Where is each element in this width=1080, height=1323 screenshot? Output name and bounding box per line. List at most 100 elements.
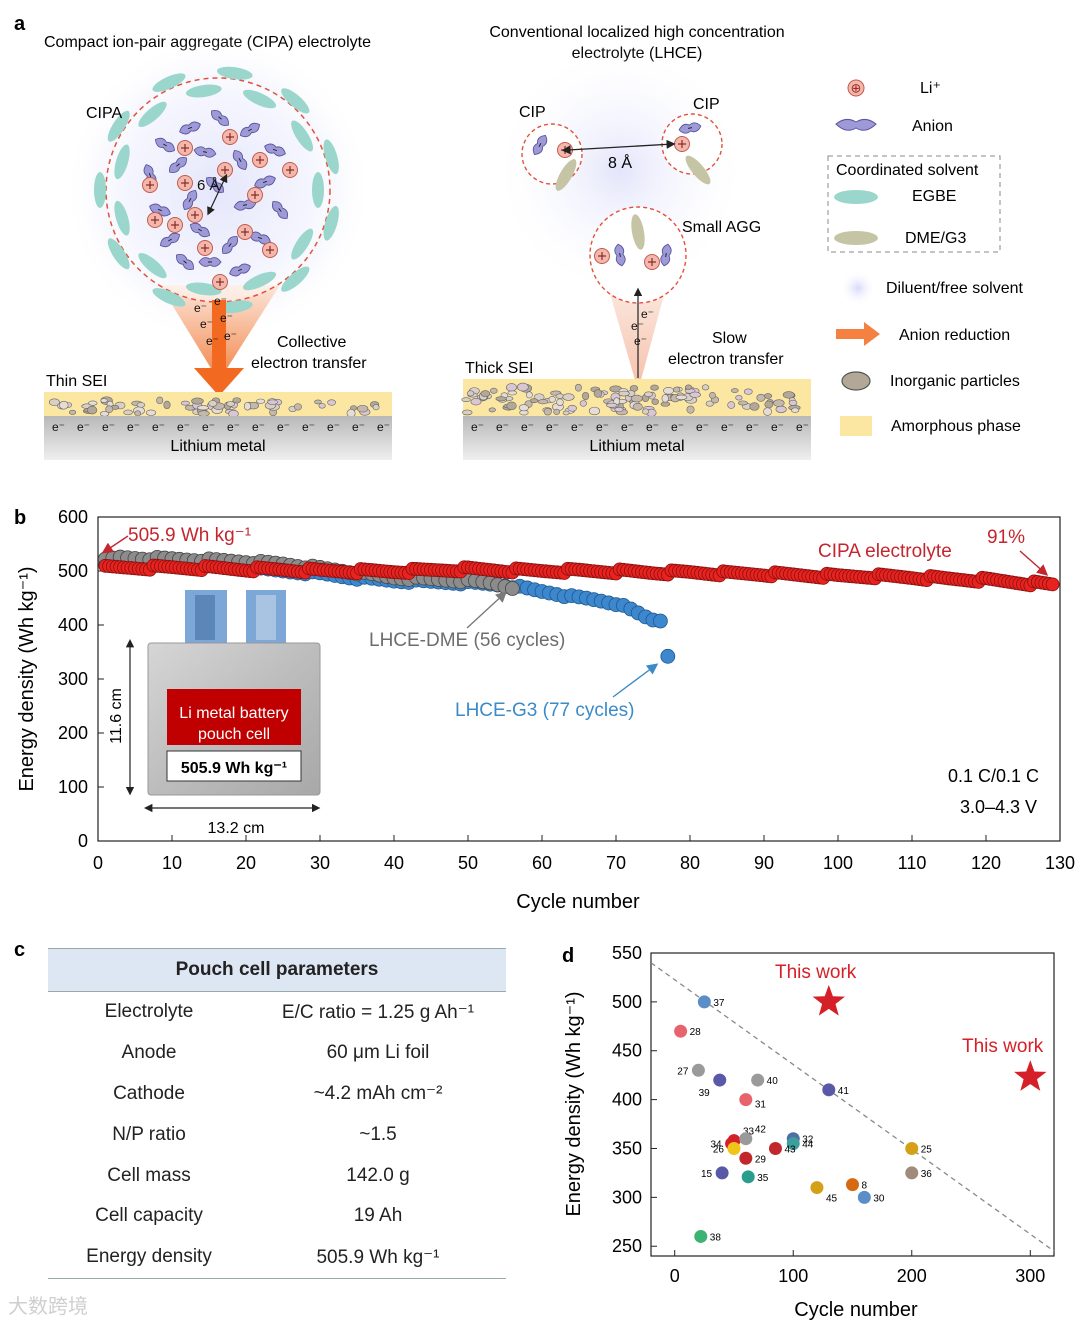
thick-sei-label: Thick SEI [465, 360, 533, 377]
electron-symbol: e⁻ [220, 311, 233, 325]
agg-li-icon [594, 248, 610, 264]
this-work-label-2: This work [962, 1036, 1044, 1057]
electron-symbol: e⁻ [200, 317, 213, 331]
anion-icon [264, 143, 286, 157]
inorganic-particle [562, 393, 575, 401]
distance-6-arrow [207, 173, 228, 216]
electron-symbol: e⁻ [302, 420, 315, 434]
inorganic-particle [543, 407, 552, 416]
anion-icon [169, 156, 187, 174]
agg-anion-icon [614, 243, 626, 267]
li-plus-icon: ⊕ [851, 81, 862, 96]
inorganic-particle [630, 394, 643, 403]
inorganic-particle [495, 396, 507, 402]
anion-legend-icon [835, 118, 877, 131]
electron-symbol: e⁻ [52, 420, 65, 434]
annot-cipa: CIPA electrolyte [818, 541, 952, 562]
x-tick-label: 0 [670, 1266, 680, 1286]
electron-symbol: e⁻ [352, 420, 365, 434]
inorganic-particle [685, 384, 692, 390]
slow-line1: Slow [712, 330, 747, 347]
chart-b-series [98, 549, 1060, 664]
egbe-solvent-icon [281, 266, 310, 292]
point-label: 45 [826, 1194, 838, 1205]
lhce-glow [490, 40, 750, 300]
egbe-solvent-icon [138, 252, 167, 279]
agg-anion-icon [660, 243, 672, 267]
legend-inorganic: Inorganic particles [890, 373, 1020, 390]
anion-reduction-legend-icon [836, 322, 880, 346]
li-ion-icon [167, 217, 183, 233]
cipa-label: CIPA [86, 105, 122, 122]
x-tick-label: 100 [778, 1266, 808, 1286]
y-tick-label: 500 [58, 561, 88, 581]
metal-electrons-right: e⁻ e⁻ e⁻ e⁻ e⁻ e⁻ e⁻ e⁻ e⁻ e⁻ e⁻ e⁻ e⁻ e⁻ [471, 420, 809, 434]
inset-height: 11.6 cm [108, 688, 125, 744]
point-label: 38 [710, 1232, 722, 1243]
inorganic-particle [196, 405, 209, 411]
inorganic-particle [59, 400, 69, 410]
chart-d-xlabel: Cycle number [794, 1299, 918, 1321]
sei-particles [48, 396, 380, 418]
legend-amorphous: Amorphous phase [891, 418, 1021, 435]
param-value: E/C ratio = 1.25 g Ah⁻¹ [281, 1001, 475, 1023]
egbe-solvent-icon [242, 271, 277, 291]
inorganic-particle [663, 387, 674, 395]
amorphous-legend-icon [840, 416, 872, 436]
lhce-reduction-cone [606, 280, 668, 380]
inorganic-particle [226, 401, 236, 407]
egbe-solvent-icon [107, 238, 130, 270]
literature-point [674, 1024, 688, 1038]
anion-icon [179, 121, 201, 135]
x-tick-label: 60 [532, 853, 552, 873]
inorganic-particle [372, 404, 380, 411]
param-value: 19 Ah [353, 1205, 403, 1227]
egbe-solvent-icon [185, 84, 222, 98]
inorganic-particle [537, 399, 549, 405]
table-row: Cell mass 142.0 g [48, 1155, 506, 1196]
param-name: Cell capacity [95, 1205, 203, 1227]
inorganic-particle [548, 396, 556, 403]
param-name: Cathode [113, 1082, 185, 1104]
point-label: 35 [757, 1173, 769, 1184]
inorganic-particle [518, 404, 529, 412]
inorganic-particle [614, 406, 624, 412]
lithium-metal-left [44, 416, 392, 460]
x-tick-label: 120 [971, 853, 1001, 873]
inorganic-particle [136, 402, 146, 408]
electron-symbol: e⁻ [631, 319, 644, 333]
literature-point [905, 1141, 919, 1155]
x-tick-label: 130 [1045, 853, 1075, 873]
inorganic-particle [763, 407, 772, 416]
literature-point [739, 1132, 753, 1146]
collective-line1: Collective [277, 334, 346, 351]
inorganic-particle [660, 401, 671, 407]
cip-left-circle [521, 123, 583, 185]
watermark: 大数跨境 [8, 1290, 88, 1319]
inorganic-particle [462, 409, 473, 416]
coordinated-solvent-box [827, 155, 1001, 253]
inorganic-particle [650, 384, 659, 391]
inorganic-particle [701, 384, 710, 391]
inorganic-particle [709, 392, 716, 399]
inorganic-particle [208, 400, 218, 407]
li-ion-icon [222, 129, 238, 145]
inorganic-particle [644, 391, 653, 398]
distance-8-arrow [561, 139, 676, 155]
panel-c-letter: c [14, 939, 25, 961]
annot-g3-arrow [612, 663, 659, 698]
inorganic-particle [727, 401, 736, 409]
li-ion-icon [142, 177, 158, 193]
anion-icon [271, 201, 289, 219]
x-tick-label: 90 [754, 853, 774, 873]
inorganic-particle [632, 402, 643, 411]
x-tick-label: 80 [680, 853, 700, 873]
literature-point [697, 995, 711, 1009]
legend: ⊕ Li⁺ Anion Coordinated solvent EGBE DME… [827, 79, 1024, 436]
literature-point [691, 1063, 705, 1077]
electron-symbol: e⁻ [206, 334, 219, 348]
egbe-solvent-icon [281, 88, 310, 114]
inorganic-particle [749, 402, 760, 411]
electron-symbol: e⁻ [377, 420, 390, 434]
electron-symbol: e⁻ [634, 334, 647, 348]
